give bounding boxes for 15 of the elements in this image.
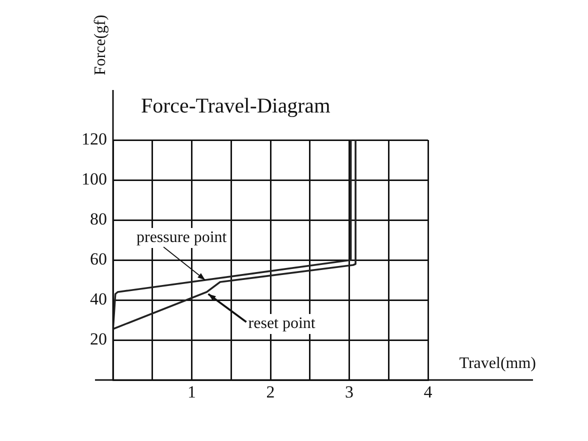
annotation: pressure point [136,229,228,246]
annotation: reset point [248,315,316,332]
x-tick-label: 3 [345,382,354,402]
y-tick-label: 100 [82,169,107,188]
y-tick-label: 80 [90,209,107,228]
x-axis-title: Travel(mm) [459,355,536,372]
x-tick-label: 2 [266,382,275,402]
y-tick-label: 60 [90,249,107,268]
y-tick-label: 20 [90,329,107,348]
x-tick-label: 1 [188,382,196,402]
y-tick-label: 40 [90,289,107,308]
x-tick-label: 4 [424,382,433,402]
y-tick-label: 120 [82,129,107,148]
chart-title: Force-Travel-Diagram [141,94,330,118]
y-axis-title: Force(gf) [92,14,110,76]
